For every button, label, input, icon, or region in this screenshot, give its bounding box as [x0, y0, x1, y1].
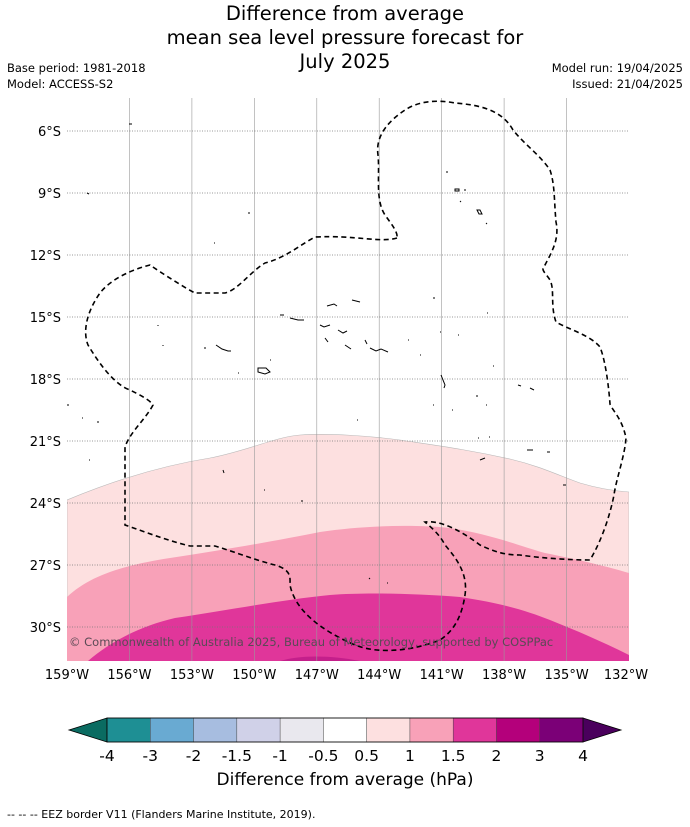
colorbar-cell	[279, 717, 324, 743]
colorbar-tick-label: -4	[99, 747, 114, 765]
lat-axis-labels: 6°S 9°S 12°S 15°S 18°S 21°S 24°S 27°S 30…	[30, 125, 61, 636]
lat-label: 18°S	[30, 373, 61, 388]
lat-label: 12°S	[30, 249, 61, 264]
colorbar-cell	[496, 717, 541, 743]
meta-left: Base period: 1981-2018 Model: ACCESS-S2	[7, 60, 146, 92]
colorbar-tick-label: 1	[405, 747, 415, 765]
lat-label: 6°S	[38, 125, 61, 140]
colorbar-cell	[323, 717, 368, 743]
lat-label: 30°S	[30, 621, 61, 636]
colorbar-high-extend	[582, 717, 623, 743]
colorbar-tick-label: 3	[535, 747, 545, 765]
issued-date: Issued: 21/04/2025	[572, 77, 683, 91]
model-run: Model run: 19/04/2025	[551, 61, 683, 75]
colorbar-label: Difference from average (hPa)	[216, 770, 474, 790]
colorbar-tick-label: -2	[186, 747, 201, 765]
lon-label: 135°W	[545, 668, 589, 683]
meta-right: Model run: 19/04/2025 Issued: 21/04/2025	[552, 60, 683, 92]
title-line-2: mean sea level pressure forecast for	[166, 26, 524, 49]
colorbar-cell	[236, 717, 281, 743]
anomaly-band-1.5-2	[88, 593, 629, 661]
eez-border	[84, 100, 627, 652]
colorbar-low-extend	[67, 717, 108, 743]
title-line-3: July 2025	[299, 50, 391, 73]
lon-label: 150°W	[232, 668, 276, 683]
colorbar-tick-label: -1	[272, 747, 287, 765]
copyright-notice: © Commonwealth of Australia 2025, Bureau…	[69, 635, 553, 649]
colorbar-cell	[150, 717, 195, 743]
lon-label: 144°W	[357, 668, 401, 683]
colorbar-cell	[539, 717, 584, 743]
lon-label: 159°W	[45, 668, 89, 683]
lon-label: 147°W	[295, 668, 339, 683]
lon-label: 153°W	[170, 668, 214, 683]
colorbar-tick-label: -3	[143, 747, 158, 765]
title-line-1: Difference from average	[225, 2, 465, 25]
colorbar-cell	[366, 717, 411, 743]
islands	[67, 123, 566, 584]
lat-label: 9°S	[38, 187, 61, 202]
lat-label: 15°S	[30, 311, 61, 326]
lat-label: 21°S	[30, 435, 61, 450]
lat-grid-lines	[67, 130, 629, 628]
model-name: Model: ACCESS-S2	[7, 77, 114, 91]
colorbar-tick-label: 4	[578, 747, 588, 765]
lon-label: 132°W	[604, 668, 648, 683]
lon-label: 156°W	[107, 668, 151, 683]
map-area	[67, 98, 629, 661]
colorbar-cell	[106, 717, 151, 743]
lon-grid-lines	[129, 98, 567, 661]
lon-label: 138°W	[482, 668, 526, 683]
colorbar-tick-label: -0.5	[308, 747, 338, 765]
colorbar: -4 -3 -2 -1.5 -1 -0.5 0.5 1 1.5 2 3 4	[67, 717, 623, 765]
eez-legend-note: -- -- -- EEZ border V11 (Flanders Marine…	[7, 808, 316, 821]
base-period: Base period: 1981-2018	[7, 61, 146, 75]
colorbar-tick-label: 0.5	[354, 747, 379, 765]
colorbar-frame	[106, 717, 584, 743]
lat-label: 27°S	[30, 559, 61, 574]
colorbar-tick-label: 2	[492, 747, 502, 765]
colorbar-cell	[452, 717, 498, 743]
colorbar-tick-label: -1.5	[222, 747, 252, 765]
colorbar-tick-label: 1.5	[441, 747, 466, 765]
chart-title: Difference from average mean sea level p…	[0, 2, 690, 74]
colorbar-cell	[409, 717, 454, 743]
lon-axis-labels: 159°W 156°W 153°W 150°W 147°W 144°W 141°…	[45, 668, 648, 683]
colorbar-cell	[193, 717, 238, 743]
anomaly-band-2-3	[280, 656, 360, 661]
lat-label: 24°S	[30, 497, 61, 512]
lon-label: 141°W	[420, 668, 464, 683]
